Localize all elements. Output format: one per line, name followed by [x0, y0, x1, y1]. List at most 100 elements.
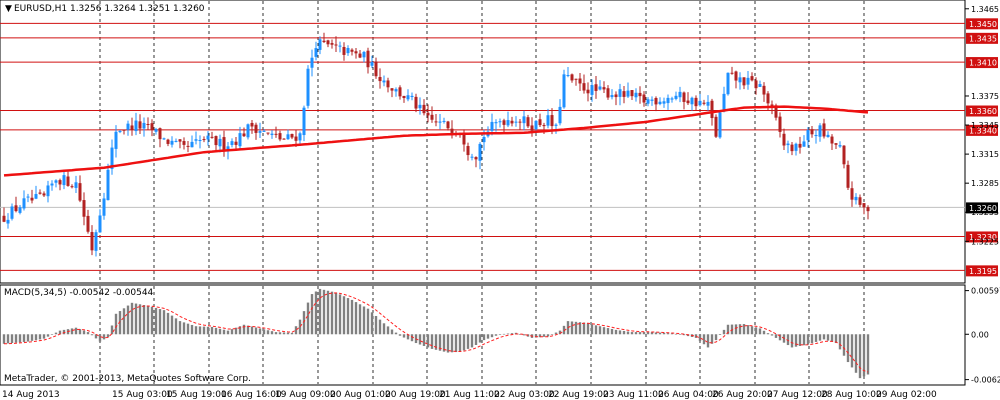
candle-body [686, 100, 690, 104]
macd-bar [22, 334, 26, 342]
candle-body [478, 143, 482, 161]
current-price-tag [966, 202, 998, 214]
macd-bar [326, 290, 330, 335]
macd-bar [742, 324, 746, 335]
macd-bar [710, 334, 714, 344]
candle-body [346, 47, 350, 54]
candle-body [666, 97, 670, 104]
candle-body [510, 120, 514, 124]
candle-body [266, 132, 270, 134]
candle-body [190, 141, 194, 148]
candle-body [98, 215, 102, 233]
candle-body [466, 146, 470, 156]
macd-bar [94, 334, 98, 339]
candle-body [370, 62, 374, 66]
candle-body [26, 196, 30, 198]
candle-body [526, 117, 530, 127]
candle-body [422, 104, 426, 114]
candle-body [638, 92, 642, 97]
macd-bar [34, 334, 38, 341]
candle-body [338, 45, 342, 47]
candle-body [350, 49, 354, 52]
candle-body [330, 43, 334, 45]
candle-body [742, 77, 746, 86]
macd-bar [550, 334, 554, 335]
macd-bar [826, 334, 830, 341]
macd-bar [246, 325, 250, 335]
candle-body [426, 112, 430, 116]
candle-body [522, 116, 526, 124]
macd-bar [358, 304, 362, 335]
candle-body [490, 121, 494, 131]
candle-body [78, 183, 82, 201]
macd-bar [714, 334, 718, 341]
macd-bar [442, 334, 446, 352]
candle-body [570, 74, 574, 81]
candle-body [778, 116, 782, 132]
candle-body [830, 136, 834, 144]
candle-body [630, 90, 634, 97]
x-tick-label: 19 Aug 09:00 [275, 390, 336, 400]
candle-body [74, 182, 78, 188]
x-tick-label: 29 Aug 02:00 [876, 390, 937, 400]
macd-bar [458, 334, 462, 352]
x-tick-label: 23 Aug 11:00 [603, 390, 664, 400]
candle-body [62, 175, 66, 186]
macd-bar [378, 319, 382, 335]
candle-body [94, 232, 98, 251]
x-tick-label: 22 Aug 19:00 [548, 390, 609, 400]
candle-body [22, 198, 26, 209]
macd-bar [146, 305, 150, 335]
macd-bar [790, 334, 794, 348]
macd-bar [110, 325, 114, 335]
candle-body [866, 207, 870, 212]
macd-bar [830, 334, 834, 342]
macd-bar [194, 326, 198, 335]
macd-bar [638, 332, 642, 335]
macd-bar [822, 334, 826, 340]
x-tick-label: 27 Aug 12:00 [767, 390, 828, 400]
candle-body [162, 138, 166, 140]
candle-body [730, 72, 734, 74]
candle-body [554, 124, 558, 126]
macd-bar [678, 334, 682, 335]
macd-bar [266, 330, 270, 335]
macd-bar [470, 334, 474, 348]
candle-body [194, 139, 198, 141]
macd-bar [170, 315, 174, 335]
candle-body [434, 121, 438, 123]
macd-bar [154, 307, 158, 335]
candle-body [178, 139, 182, 142]
macd-bar [702, 334, 706, 345]
macd-bar [642, 332, 646, 335]
candle-body [342, 47, 346, 55]
candle-body [70, 186, 74, 188]
macd-bar [126, 305, 130, 335]
candle-body [582, 83, 586, 91]
candle-body [234, 141, 238, 145]
macd-bar [214, 327, 218, 335]
candle-body [114, 131, 118, 149]
symbol-dropdown-icon[interactable]: ▼ [5, 4, 12, 14]
macd-bar [98, 334, 102, 342]
candle-body [474, 157, 478, 160]
level-price-tag [966, 265, 998, 277]
macd-series [2, 288, 870, 379]
candle-body [58, 180, 62, 185]
macd-bar [734, 324, 738, 335]
candle-body [770, 104, 774, 106]
macd-bar [398, 334, 402, 336]
candle-body [722, 93, 726, 112]
macd-bar [482, 334, 486, 341]
candle-body [450, 128, 454, 133]
level-price-tag [966, 231, 998, 243]
macd-bar [590, 324, 594, 335]
candle-body [538, 119, 542, 126]
candle-body [294, 136, 298, 141]
candle-body [90, 232, 94, 251]
macd-bar [438, 334, 442, 351]
macd-bar [198, 326, 202, 335]
candle-body [670, 98, 674, 100]
macd-bar [450, 334, 454, 353]
